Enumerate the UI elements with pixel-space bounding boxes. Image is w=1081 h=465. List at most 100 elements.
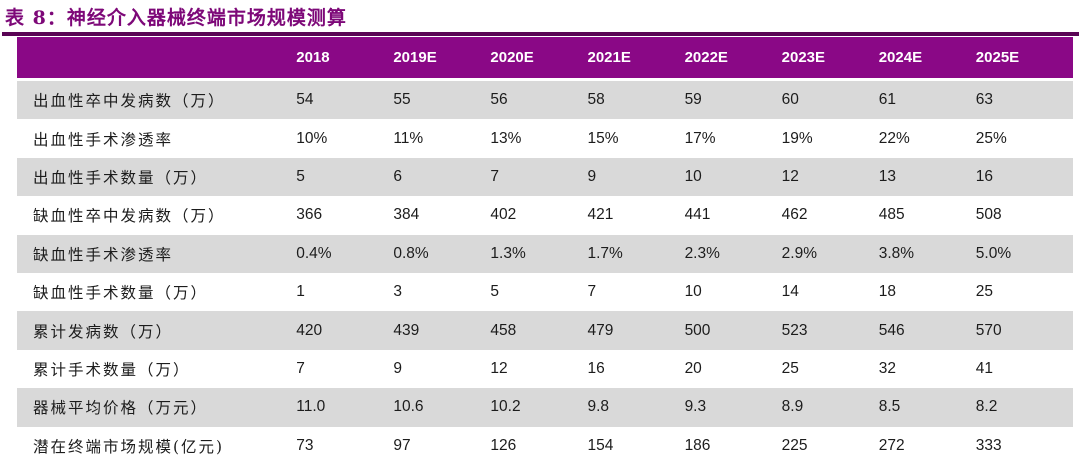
header-cell-year: 2025E <box>975 37 1073 81</box>
row-value: 6 <box>393 157 491 197</box>
row-label: 出血性卒中发病数（万） <box>17 81 297 120</box>
row-value: 7 <box>296 349 394 389</box>
row-value: 11.0 <box>296 388 394 427</box>
row-value: 5.0% <box>975 234 1073 273</box>
table-title: 表 8：神经介入器械终端市场规模测算 <box>5 7 347 29</box>
row-value: 0.4% <box>296 234 394 273</box>
row-value: 421 <box>587 196 685 235</box>
row-label: 出血性手术数量（万） <box>17 157 297 197</box>
row-value: 1.3% <box>490 234 588 273</box>
row-label: 出血性手术渗透率 <box>17 119 297 158</box>
header-cell-year: 2018 <box>296 37 394 81</box>
row-value: 32 <box>878 349 976 389</box>
row-value: 13% <box>490 119 588 158</box>
row-value: 126 <box>490 426 588 465</box>
row-value: 7 <box>587 272 685 312</box>
row-value: 500 <box>684 311 782 350</box>
row-value: 333 <box>975 426 1073 465</box>
row-value: 22% <box>878 119 976 158</box>
row-value: 508 <box>975 196 1073 235</box>
row-value: 458 <box>490 311 588 350</box>
row-value: 523 <box>781 311 879 350</box>
header-cell-label <box>17 37 297 81</box>
header-cell-year: 2021E <box>587 37 685 81</box>
row-value: 462 <box>781 196 879 235</box>
row-value: 73 <box>296 426 394 465</box>
row-value: 25 <box>975 272 1073 312</box>
table-row: 缺血性手术渗透率 0.4% 0.8% 1.3% 1.7% 2.3% 2.9% 3.8% 5.0% <box>17 234 1073 273</box>
row-value: 97 <box>393 426 491 465</box>
header-cell-year: 2020E <box>490 37 588 81</box>
row-value: 186 <box>684 426 782 465</box>
header-cell-year: 2022E <box>684 37 782 81</box>
row-value: 272 <box>878 426 976 465</box>
row-value: 10 <box>684 157 782 197</box>
row-value: 8.9 <box>781 388 879 427</box>
row-value: 60 <box>781 81 879 120</box>
row-value: 16 <box>975 157 1073 197</box>
row-value: 55 <box>393 81 491 120</box>
table-row: 出血性手术数量（万） 5 6 7 9 10 12 13 16 <box>17 157 1073 197</box>
row-value: 9 <box>393 349 491 389</box>
row-value: 441 <box>684 196 782 235</box>
row-value: 15% <box>587 119 685 158</box>
row-value: 479 <box>587 311 685 350</box>
row-value: 12 <box>781 157 879 197</box>
row-value: 10.6 <box>393 388 491 427</box>
row-value: 485 <box>878 196 976 235</box>
row-value: 2.3% <box>684 234 782 273</box>
header-cell-year: 2023E <box>781 37 879 81</box>
row-label: 累计手术数量（万） <box>17 349 297 389</box>
row-value: 0.8% <box>393 234 491 273</box>
row-value: 3 <box>393 272 491 312</box>
row-value: 14 <box>781 272 879 312</box>
row-value: 5 <box>490 272 588 312</box>
row-value: 8.2 <box>975 388 1073 427</box>
table-row: 出血性手术渗透率 10% 11% 13% 15% 17% 19% 22% 25% <box>17 119 1073 158</box>
row-value: 12 <box>490 349 588 389</box>
row-value: 9 <box>587 157 685 197</box>
row-value: 366 <box>296 196 394 235</box>
row-value: 25% <box>975 119 1073 158</box>
table-row: 器械平均价格（万元） 11.0 10.6 10.2 9.8 9.3 8.9 8.5 8.2 <box>17 388 1073 427</box>
row-value: 10% <box>296 119 394 158</box>
row-value: 225 <box>781 426 879 465</box>
row-label: 累计发病数（万） <box>17 311 297 350</box>
table-header-row: 2018 2019E 2020E 2021E 2022E 2023E 2024E 2025E <box>17 37 1073 81</box>
row-value: 41 <box>975 349 1073 389</box>
row-value: 154 <box>587 426 685 465</box>
row-value: 61 <box>878 81 976 120</box>
row-value: 546 <box>878 311 976 350</box>
row-value: 59 <box>684 81 782 120</box>
row-label: 潜在终端市场规模(亿元) <box>17 426 297 465</box>
title-divider-rule <box>2 32 1079 36</box>
table-row: 缺血性卒中发病数（万） 366 384 402 421 441 462 485 508 <box>17 196 1073 235</box>
row-value: 16 <box>587 349 685 389</box>
header-cell-year: 2024E <box>878 37 976 81</box>
row-value: 25 <box>781 349 879 389</box>
table-row: 累计手术数量（万） 7 9 12 16 20 25 32 41 <box>17 349 1073 389</box>
table-row: 缺血性手术数量（万） 1 3 5 7 10 14 18 25 <box>17 272 1073 312</box>
row-value: 3.8% <box>878 234 976 273</box>
row-value: 56 <box>490 81 588 120</box>
table-row: 出血性卒中发病数（万） 54 55 56 58 59 60 61 63 <box>17 81 1073 120</box>
row-value: 7 <box>490 157 588 197</box>
row-value: 9.8 <box>587 388 685 427</box>
row-value: 2.9% <box>781 234 879 273</box>
row-value: 5 <box>296 157 394 197</box>
row-label: 缺血性手术数量（万） <box>17 272 297 312</box>
row-value: 439 <box>393 311 491 350</box>
row-label: 缺血性手术渗透率 <box>17 234 297 273</box>
row-value: 13 <box>878 157 976 197</box>
row-value: 1.7% <box>587 234 685 273</box>
row-value: 570 <box>975 311 1073 350</box>
table-header: 2018 2019E 2020E 2021E 2022E 2023E 2024E 2025E <box>17 37 1073 81</box>
table-row: 累计发病数（万） 420 439 458 479 500 523 546 570 <box>17 311 1073 350</box>
row-value: 19% <box>781 119 879 158</box>
row-value: 63 <box>975 81 1073 120</box>
table-body: 出血性卒中发病数（万） 54 55 56 58 59 60 61 63 出血性手术渗透率 10% 11… <box>17 81 1073 465</box>
row-value: 1 <box>296 272 394 312</box>
row-value: 9.3 <box>684 388 782 427</box>
row-value: 420 <box>296 311 394 350</box>
market-size-table: 2018 2019E 2020E 2021E 2022E 2023E 2024E 2025E … <box>17 37 1073 465</box>
